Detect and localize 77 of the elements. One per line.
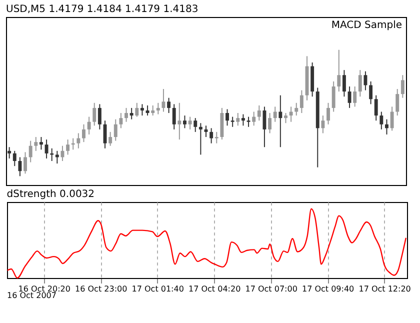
x-tick-label: 17 Oct 09:40 (302, 284, 354, 294)
candlestick (167, 97, 171, 114)
text: 16 Oct 2007 (7, 291, 56, 300)
candlestick (230, 116, 234, 128)
candlestick (39, 136, 43, 150)
candlestick (119, 112, 123, 129)
candlestick (210, 128, 214, 144)
candlestick (385, 118, 388, 135)
candlestick (162, 88, 166, 112)
candlestick (188, 116, 192, 130)
x-tick-label: 17 Oct 07:00 (245, 284, 298, 294)
candlestick (28, 140, 32, 163)
candlestick (98, 104, 102, 130)
candlestick (130, 107, 134, 120)
candlestick (300, 90, 304, 114)
candlestick (214, 131, 218, 144)
candlestick (156, 102, 160, 115)
candlestick (220, 107, 224, 140)
candlestick (289, 106, 293, 122)
candlestick (326, 102, 330, 125)
candlestick (178, 102, 182, 140)
candlestick (146, 104, 150, 116)
candlestick (66, 139, 70, 156)
candlestick (257, 104, 261, 122)
candlestick (34, 136, 38, 152)
candlestick (396, 88, 400, 116)
candlestick (140, 104, 144, 116)
candlestick (226, 108, 229, 126)
candlestick (55, 150, 59, 164)
candlestick (183, 115, 186, 129)
candlestick (369, 80, 373, 105)
candlestick (18, 156, 22, 177)
candlestick (278, 94, 282, 148)
candlestick (332, 80, 336, 112)
x-tick-label: 17 Oct 01:40 (132, 284, 184, 294)
candlestick (342, 70, 346, 98)
candlestick (252, 111, 256, 126)
text: MACD Sample (331, 20, 402, 31)
candlestick (358, 70, 362, 98)
chart-title: dStrength 0.0032 (6, 189, 95, 200)
candlestick (194, 118, 198, 132)
candlestick (135, 102, 139, 118)
candlestick (198, 122, 202, 156)
candlestick (353, 86, 357, 108)
candlestick (390, 106, 394, 132)
candlestick (124, 107, 128, 122)
candlestick (114, 118, 118, 142)
candlestick (374, 94, 378, 122)
x-tick-label: 16 Oct 20:20 (18, 284, 70, 294)
candlestick (172, 104, 176, 130)
candlestick (337, 49, 341, 92)
candlestick (82, 124, 86, 143)
candlestick (241, 114, 245, 126)
x-tick-label: 17 Oct 04:20 (188, 284, 241, 294)
candlestick (268, 112, 272, 134)
candlestick (364, 70, 368, 91)
candlestick (12, 150, 16, 167)
candlestick (321, 115, 325, 134)
candlestick (236, 112, 240, 126)
candlestick (400, 74, 404, 98)
candlestick (87, 116, 91, 135)
candlestick (24, 152, 27, 174)
candlestick (273, 106, 277, 122)
candlestick (44, 139, 48, 159)
x-tick-label: 17 Oct 12:20 (358, 284, 411, 294)
candlestick (246, 116, 250, 128)
x-tick-label: 16 Oct 23:00 (75, 284, 128, 294)
chart-title: USD,M5 1.4179 1.4184 1.4179 1.4183 (6, 4, 198, 15)
candlestick (380, 111, 384, 130)
candlestick (294, 102, 298, 116)
candlestick (92, 102, 96, 126)
candlestick (151, 104, 155, 116)
candlestick (108, 131, 112, 146)
candlestick (284, 112, 288, 124)
candlestick (76, 132, 80, 149)
candlestick (8, 146, 12, 159)
candlestick (262, 106, 266, 148)
